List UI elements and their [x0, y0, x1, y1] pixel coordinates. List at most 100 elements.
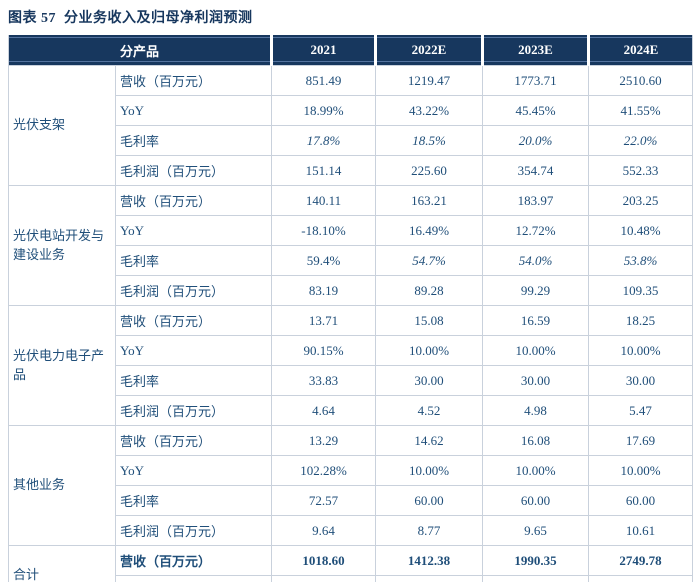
value-2024e: 109.35 [588, 275, 694, 306]
table-row: YoY 102.28% 10.00% 10.00% 10.00% [9, 455, 694, 486]
value-2022e: 163.21 [375, 185, 484, 216]
value-2022e: 54.7% [375, 245, 484, 276]
value-2022e: 225.60 [375, 155, 484, 186]
value-2022e: 14.62 [375, 425, 484, 456]
value-2024e: 203.25 [588, 185, 694, 216]
table-row: 其他业务 营收（百万元） 13.29 14.62 16.08 17.69 [8, 425, 694, 546]
value-2023e: 99.29 [482, 275, 590, 306]
value-2021: 72.57 [271, 485, 377, 516]
value-2024e: 53.8% [588, 245, 694, 276]
value-2022e: 60.00 [375, 485, 484, 516]
value-2021: 13.71 [271, 305, 377, 336]
metric-label-gross-profit: 毛利润（百万元） [114, 515, 273, 546]
value-2024e: 10.00% [588, 335, 694, 366]
metric-label-revenue: 营收（百万元） [114, 65, 273, 96]
group-name-total: 合计 [8, 545, 116, 582]
value-2023e: 9.65 [482, 515, 590, 546]
value-2021: 9.64 [271, 515, 377, 546]
value-2023e: 60.00 [482, 485, 590, 516]
value-2022e: 1412.38 [375, 545, 484, 576]
metric-label-yoy: YoY [114, 335, 273, 366]
value-2024e: 22.0% [588, 125, 694, 156]
value-2024e: 2510.60 [588, 65, 694, 96]
value-2022e: 15.08 [375, 305, 484, 336]
value-2022e: 43.22% [375, 95, 484, 126]
value-2021: 83.19 [271, 275, 377, 306]
value-2021: 151.14 [271, 155, 377, 186]
table-row: 毛利润（百万元） 151.14 225.60 354.74 552.33 [9, 155, 694, 186]
column-header-2024e: 2024E [588, 35, 693, 66]
value-2022e: 8.77 [375, 515, 484, 546]
value-2023e: 1990.35 [482, 545, 590, 576]
value-2022e: 30.00 [375, 365, 484, 396]
metric-label-gross-margin: 毛利率 [114, 245, 273, 276]
table-row: 光伏电力电子产品 营收（百万元） 13.71 15.08 16.59 18.25 [8, 305, 694, 426]
value-2021: 18.99% [271, 95, 377, 126]
header-row: 分产品 2021 2022E 2023E 2024E [8, 35, 693, 66]
value-2021: 13.29 [271, 425, 377, 456]
value-2024e: 41.55% [588, 95, 694, 126]
value-2023e: 354.74 [482, 155, 590, 186]
value-2021: 90.15% [271, 335, 377, 366]
value-2023e: 4.98 [482, 395, 590, 426]
value-2021: 4.64 [271, 395, 377, 426]
metric-label-gross-profit: 毛利润（百万元） [114, 395, 273, 426]
value-2024e: 30.00 [588, 365, 694, 396]
column-header-2021: 2021 [271, 35, 378, 66]
value-2024e: 60.00 [588, 485, 694, 516]
group-name-pv-plant-development: 光伏电站开发与建设业务 [8, 185, 116, 306]
group-name-pv-mounting: 光伏支架 [8, 65, 116, 186]
value-2024e: 2749.78 [588, 545, 694, 576]
table-row: YoY -18.10% 16.49% 12.72% 10.48% [9, 215, 694, 246]
metric-label-gross-margin: 毛利率 [114, 125, 273, 156]
value-2023e: 16.08 [482, 425, 590, 456]
forecast-table: 分产品 2021 2022E 2023E 2024E 光伏支架 营收（百万元） … [8, 35, 694, 582]
metric-label-yoy: YoY [114, 95, 273, 126]
table-row: 毛利润（百万元） 9.64 8.77 9.65 10.61 [9, 515, 694, 546]
metric-label-yoy: YoY [114, 575, 273, 582]
value-2021: 59.4% [271, 245, 377, 276]
table-row: YoY 18.99% 43.22% 45.45% 41.55% [9, 95, 694, 126]
table-row: 毛利率 17.8% 18.5% 20.0% 22.0% [9, 125, 694, 156]
value-2022e: 4.52 [375, 395, 484, 426]
value-2023e: 30.00 [482, 365, 590, 396]
value-2023e: 183.97 [482, 185, 590, 216]
column-header-2023e: 2023E [482, 35, 591, 66]
value-2024e: 552.33 [588, 155, 694, 186]
value-2021: 33.83 [271, 365, 377, 396]
value-2023e: 45.45% [482, 95, 590, 126]
column-header-2022e: 2022E [375, 35, 485, 66]
metric-label-gross-margin: 毛利率 [114, 485, 273, 516]
value-2022e: 10.00% [375, 335, 484, 366]
table-row: 光伏支架 营收（百万元） 851.49 1219.47 1773.71 2510… [8, 65, 694, 186]
value-2024e: 10.48% [588, 215, 694, 246]
metric-label-revenue: 营收（百万元） [114, 425, 273, 456]
value-2024e: 10.00% [588, 455, 694, 486]
metric-label-yoy: YoY [114, 215, 273, 246]
value-2021: 17.8% [271, 125, 377, 156]
value-2022e: 89.28 [375, 275, 484, 306]
value-2022e: 16.49% [375, 215, 484, 246]
value-2022e: 10.00% [375, 455, 484, 486]
value-2021: 13.12% [271, 575, 377, 582]
table-row-total-revenue: 合计 营收（百万元） 1018.60 1412.38 1990.35 2749.… [8, 545, 694, 582]
value-2022e: 38.66% [375, 575, 484, 582]
table-row: 光伏电站开发与建设业务 营收（百万元） 140.11 163.21 183.97… [8, 185, 694, 306]
value-2024e: 18.25 [588, 305, 694, 336]
value-2024e: 38.16% [588, 575, 694, 582]
metric-label-revenue: 营收（百万元） [114, 185, 273, 216]
value-2023e: 16.59 [482, 305, 590, 336]
value-2021: 140.11 [271, 185, 377, 216]
value-2023e: 54.0% [482, 245, 590, 276]
value-2023e: 10.00% [482, 455, 590, 486]
value-2021: 1018.60 [271, 545, 377, 576]
value-2022e: 18.5% [375, 125, 484, 156]
table-row: 毛利率 59.4% 54.7% 54.0% 53.8% [9, 245, 694, 276]
table-row: 毛利率 72.57 60.00 60.00 60.00 [9, 485, 694, 516]
metric-label-gross-profit: 毛利润（百万元） [114, 275, 273, 306]
group-name-other-business: 其他业务 [8, 425, 116, 546]
value-2023e: 40.92% [482, 575, 590, 582]
metric-label-revenue: 营收（百万元） [114, 305, 273, 336]
value-2023e: 12.72% [482, 215, 590, 246]
